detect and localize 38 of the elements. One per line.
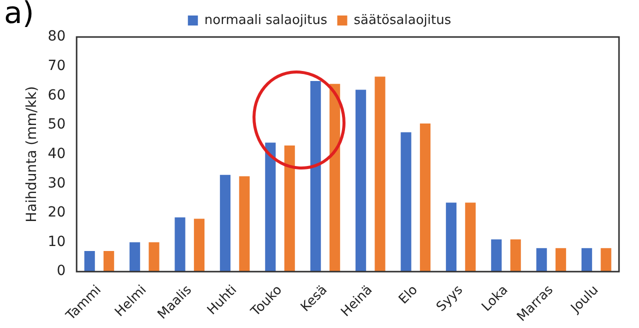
bar — [491, 239, 502, 272]
y-tick-label: 10 — [48, 234, 66, 250]
bar — [194, 218, 204, 272]
bar — [510, 239, 521, 272]
y-tick-label: 30 — [48, 175, 66, 192]
y-tick-label: 80 — [48, 28, 66, 45]
y-tick-label: 60 — [48, 87, 66, 104]
bar — [600, 248, 612, 272]
legend-label: normaali salaojitus — [204, 12, 328, 28]
bar — [465, 202, 476, 272]
bar — [84, 251, 95, 272]
y-tick-label: 40 — [48, 146, 66, 162]
bar — [582, 248, 592, 272]
bar — [356, 90, 366, 272]
bar — [284, 145, 295, 272]
bar — [374, 76, 386, 272]
bar — [400, 132, 412, 272]
y-tick-label: 0 — [56, 263, 66, 280]
bar — [148, 242, 160, 272]
legend-label: säätösalaojitus — [354, 12, 452, 28]
y-axis-title: Haihdunta (mm/kk) — [24, 86, 40, 222]
x-tick-label: Elo — [396, 282, 421, 308]
bar — [104, 251, 114, 272]
bar — [239, 176, 250, 272]
bar — [536, 248, 547, 272]
bar — [446, 202, 456, 272]
y-tick-label: 20 — [48, 204, 66, 221]
bar — [220, 174, 230, 272]
chart-title: a) — [4, 0, 34, 31]
bar — [310, 80, 321, 272]
bar — [174, 217, 186, 272]
bar — [330, 84, 340, 272]
bar — [420, 124, 430, 272]
y-tick-label: 70 — [48, 58, 66, 74]
y-tick-label: 50 — [48, 116, 66, 133]
bar — [556, 248, 566, 272]
bar — [265, 142, 276, 272]
bar — [130, 242, 140, 272]
